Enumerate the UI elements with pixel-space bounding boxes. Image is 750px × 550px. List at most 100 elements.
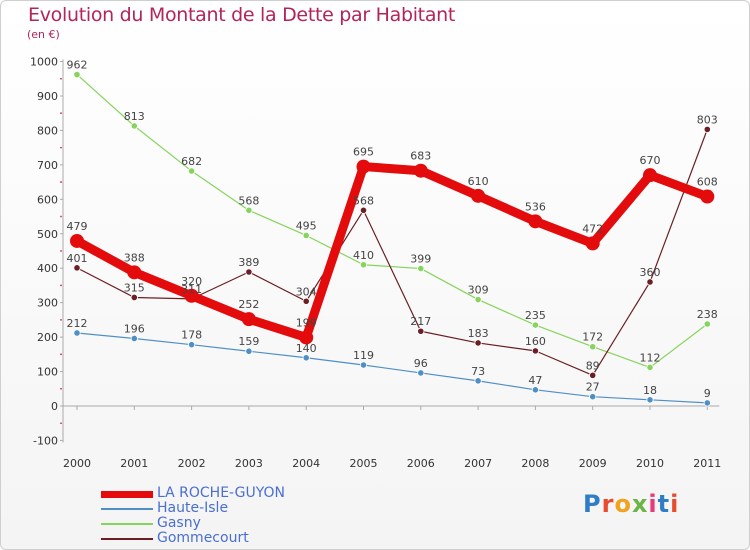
series-line-haute-isle (76, 332, 708, 404)
data-point (73, 264, 81, 272)
legend-swatch (101, 523, 153, 525)
series-line-gasny (76, 74, 708, 369)
data-point (73, 329, 81, 337)
data-label: 304 (296, 285, 317, 298)
data-point (531, 321, 540, 329)
chart-unit: (en €) (27, 28, 60, 41)
data-label: 212 (67, 317, 88, 330)
data-label: 479 (67, 220, 88, 233)
data-label: 360 (640, 266, 661, 279)
x-tick-label: 2004 (292, 457, 320, 470)
data-label: 682 (181, 155, 202, 168)
logo-letter: t (657, 490, 671, 518)
data-point (245, 206, 253, 214)
data-point (130, 122, 138, 130)
data-point (643, 168, 657, 183)
data-point (184, 288, 199, 303)
y-minor-tick (60, 422, 62, 425)
y-tick-label: 200 (37, 331, 58, 344)
x-tick-label: 2007 (464, 457, 492, 470)
x-tick-label: 2011 (693, 457, 721, 470)
x-tick-label: 2002 (178, 457, 206, 470)
proxiti-logo: Proxiti (583, 490, 679, 518)
data-point (245, 347, 253, 355)
data-label: 803 (697, 113, 718, 126)
data-label: 610 (468, 175, 489, 188)
y-tick-label: 300 (37, 297, 58, 310)
data-point (241, 312, 256, 327)
chart-title: Evolution du Montant de la Dette par Hab… (28, 4, 456, 26)
legend-label: Gommecourt (157, 530, 249, 546)
data-point (646, 396, 654, 404)
data-label: 472 (582, 222, 603, 235)
y-minor-tick (60, 146, 62, 149)
data-point (188, 341, 196, 349)
y-tick-label: 0 (51, 400, 58, 413)
data-point (528, 214, 543, 229)
data-point (245, 268, 253, 276)
legend-swatch (101, 490, 153, 498)
y-minor-tick (60, 77, 62, 80)
data-point (302, 354, 310, 362)
data-point (359, 261, 368, 269)
data-label: 159 (238, 335, 259, 348)
data-label: 813 (124, 110, 145, 123)
data-label: 238 (697, 308, 718, 321)
data-label: 536 (525, 200, 546, 213)
data-label: 568 (238, 194, 259, 207)
x-tick-label: 2009 (579, 457, 607, 470)
data-point (417, 327, 425, 335)
data-point (646, 278, 654, 286)
x-tick-label: 2001 (120, 457, 148, 470)
data-label: 495 (296, 219, 317, 232)
data-point (531, 386, 540, 394)
data-point (531, 347, 540, 355)
data-point (359, 361, 368, 369)
y-tick-label: 700 (37, 159, 58, 172)
data-point (589, 371, 597, 379)
data-label: 89 (586, 359, 600, 372)
data-point (188, 167, 196, 175)
y-minor-tick (60, 250, 62, 252)
data-point (299, 330, 314, 345)
x-tick-label: 2005 (350, 457, 378, 470)
data-point (471, 188, 486, 203)
data-point (703, 125, 711, 133)
data-label: 172 (582, 331, 603, 344)
data-label: 309 (468, 284, 489, 297)
data-point (417, 264, 425, 273)
x-tick-label: 2000 (63, 457, 91, 470)
y-tick-label: 1000 (30, 56, 58, 69)
y-tick-label: 800 (37, 124, 58, 137)
data-point (646, 363, 654, 372)
data-label: 410 (353, 249, 374, 262)
data-point (70, 233, 84, 248)
data-label: 962 (67, 59, 88, 72)
data-point (413, 163, 428, 178)
logo-letter: x (631, 490, 649, 518)
y-tick-label: 600 (37, 193, 58, 206)
y-minor-tick (60, 284, 62, 287)
data-point (417, 369, 425, 377)
data-label: 568 (353, 194, 374, 207)
data-point (589, 343, 597, 351)
y-tick-label: 400 (37, 262, 58, 275)
x-tick-label: 2003 (235, 457, 263, 470)
data-label: 73 (471, 365, 485, 378)
y-tick-label: 100 (37, 366, 58, 379)
legend-label: Gasny (157, 515, 201, 531)
data-label: 399 (410, 253, 431, 266)
y-tick-label: -100 (33, 434, 58, 447)
data-point (703, 399, 711, 407)
y-minor-tick (60, 112, 62, 115)
logo-letter: r (601, 490, 615, 518)
data-label: 27 (586, 381, 600, 394)
series-line-la-roche-guyon (74, 162, 709, 342)
data-label: 608 (697, 176, 718, 189)
logo-letter: P (583, 490, 602, 518)
x-tick-label: 2006 (407, 457, 435, 470)
data-label: 235 (525, 309, 546, 322)
data-point (302, 297, 310, 305)
data-label: 401 (67, 252, 88, 265)
